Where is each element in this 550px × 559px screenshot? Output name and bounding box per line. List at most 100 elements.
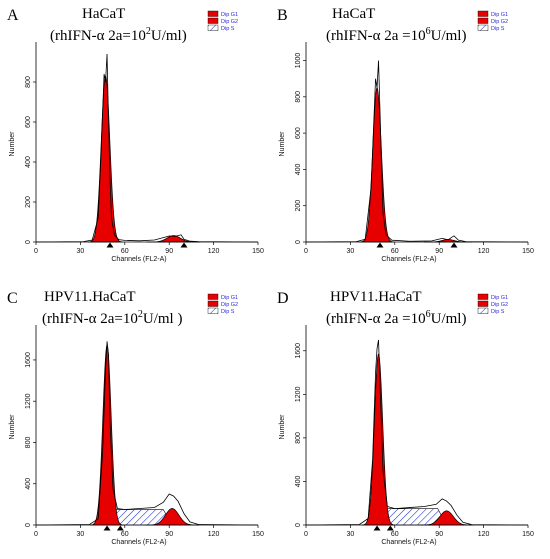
x-tick-label: 0 — [304, 531, 308, 538]
x-tick-label: 30 — [347, 248, 355, 255]
legend-swatch-2 — [207, 307, 219, 314]
x-axis-label: Channels (FL2-A) — [111, 256, 166, 263]
x-tick-label: 90 — [165, 531, 173, 538]
title-pre: (rhIFN-α 2a=10 — [50, 28, 146, 44]
series-dip-s — [106, 509, 173, 526]
x-tick-label: 30 — [77, 531, 85, 538]
y-tick-label: 200 — [25, 196, 32, 208]
legend-entry-2: Dip S — [221, 309, 235, 315]
y-tick-label: 800 — [295, 91, 302, 103]
legend-swatch-1 — [477, 300, 489, 307]
title-line-2: (rhIFN-α 2a=102U/ml ) — [42, 309, 182, 327]
x-tick-label: 30 — [77, 248, 85, 255]
x-tick-label: 0 — [304, 248, 308, 255]
peak-marker — [450, 242, 458, 248]
x-tick-label: 30 — [347, 531, 355, 538]
x-tick-label: 150 — [252, 531, 264, 538]
title-line-2: (rhIFN-α 2a =106U/ml) — [326, 309, 466, 327]
title-line-1: HPV11.HaCaT — [44, 289, 136, 305]
legend-entry-1: Dip G2 — [491, 302, 508, 308]
x-tick-label: 150 — [252, 248, 264, 255]
raw-histogram-line — [305, 339, 529, 526]
y-tick-label: 400 — [25, 478, 32, 490]
legend-entry-1: Dip G2 — [221, 302, 238, 308]
y-axis-label: Number — [279, 414, 286, 440]
x-tick-label: 120 — [478, 531, 490, 538]
y-tick-label: 400 — [295, 476, 302, 488]
legend-swatch-1 — [477, 17, 489, 24]
y-axis-label: Number — [279, 131, 286, 157]
title-sup: 2 — [146, 26, 151, 37]
y-tick-label: 800 — [295, 432, 302, 444]
x-tick-label: 120 — [478, 248, 490, 255]
title-pre: (rhIFN-α 2a =10 — [326, 311, 426, 327]
y-tick-label: 800 — [25, 437, 32, 449]
y-axis-label: Number — [9, 131, 16, 157]
title-line-1: HaCaT — [82, 6, 125, 22]
x-tick-label: 60 — [121, 248, 129, 255]
legend-entry-0: Dip G1 — [491, 295, 508, 301]
title-post: U/ml) — [151, 28, 187, 44]
panel-label: C — [7, 290, 18, 307]
y-tick-label: 1600 — [25, 352, 32, 368]
y-tick-label: 400 — [295, 163, 302, 175]
legend-swatch-1 — [207, 17, 219, 24]
series-dip-g1 — [88, 75, 123, 243]
legend-entry-0: Dip G1 — [491, 12, 508, 18]
title-line-2: (rhIFN-α 2a =106U/ml) — [326, 26, 466, 44]
raw-histogram-line — [305, 60, 529, 243]
peak-marker — [386, 525, 394, 531]
x-tick-label: 90 — [435, 248, 443, 255]
peak-marker — [103, 525, 111, 531]
x-axis-label: Channels (FL2-A) — [111, 539, 166, 546]
x-tick-label: 0 — [34, 248, 38, 255]
peak-marker — [376, 242, 384, 248]
y-tick-label: 600 — [295, 127, 302, 139]
legend-entry-1: Dip G2 — [221, 19, 238, 25]
title-sup: 6 — [426, 309, 431, 320]
legend-entry-2: Dip S — [491, 309, 505, 315]
y-tick-label: 800 — [25, 76, 32, 88]
y-tick-label: 1200 — [25, 393, 32, 409]
title-post: U/ml ) — [143, 311, 183, 327]
legend-entry-0: Dip G1 — [221, 12, 238, 18]
panel-label: D — [277, 290, 289, 307]
x-tick-label: 120 — [208, 248, 220, 255]
legend-swatch-2 — [207, 24, 219, 31]
x-axis-label: Channels (FL2-A) — [381, 539, 436, 546]
peak-marker — [180, 242, 188, 248]
title-line-1: HPV11.HaCaT — [330, 289, 422, 305]
y-tick-label: 0 — [25, 523, 32, 527]
panel-label: B — [277, 7, 288, 24]
y-tick-label: 0 — [25, 240, 32, 244]
legend-entry-1: Dip G2 — [491, 19, 508, 25]
legend-entry-0: Dip G1 — [221, 295, 238, 301]
raw-histogram-line — [35, 341, 259, 526]
x-tick-label: 60 — [391, 248, 399, 255]
series-dip-g1 — [359, 87, 395, 243]
legend-entry-2: Dip S — [221, 26, 235, 32]
legend-swatch-0 — [207, 10, 219, 17]
y-tick-label: 1600 — [295, 343, 302, 359]
legend-swatch-2 — [477, 24, 489, 31]
x-tick-label: 90 — [435, 531, 443, 538]
x-axis-label: Channels (FL2-A) — [381, 256, 436, 263]
title-line-2: (rhIFN-α 2a=102U/ml) — [50, 26, 187, 44]
panel-c: C HPV11.HaCaT(rhIFN-α 2a=102U/ml )Dip G1D… — [7, 289, 264, 546]
x-tick-label: 0 — [34, 531, 38, 538]
title-pre: (rhIFN-α 2a =10 — [326, 28, 426, 44]
title-post: U/ml) — [431, 28, 467, 44]
y-tick-label: 1000 — [295, 53, 302, 69]
peak-marker — [116, 525, 124, 531]
x-tick-label: 90 — [165, 248, 173, 255]
title-pre: (rhIFN-α 2a=10 — [42, 311, 138, 327]
x-tick-label: 120 — [208, 531, 220, 538]
peak-marker — [106, 242, 114, 248]
title-line-1: HaCaT — [332, 6, 375, 22]
y-tick-label: 400 — [25, 156, 32, 168]
series-dip-g1 — [90, 344, 124, 526]
series-dip-g1 — [361, 353, 396, 526]
legend-swatch-1 — [207, 300, 219, 307]
